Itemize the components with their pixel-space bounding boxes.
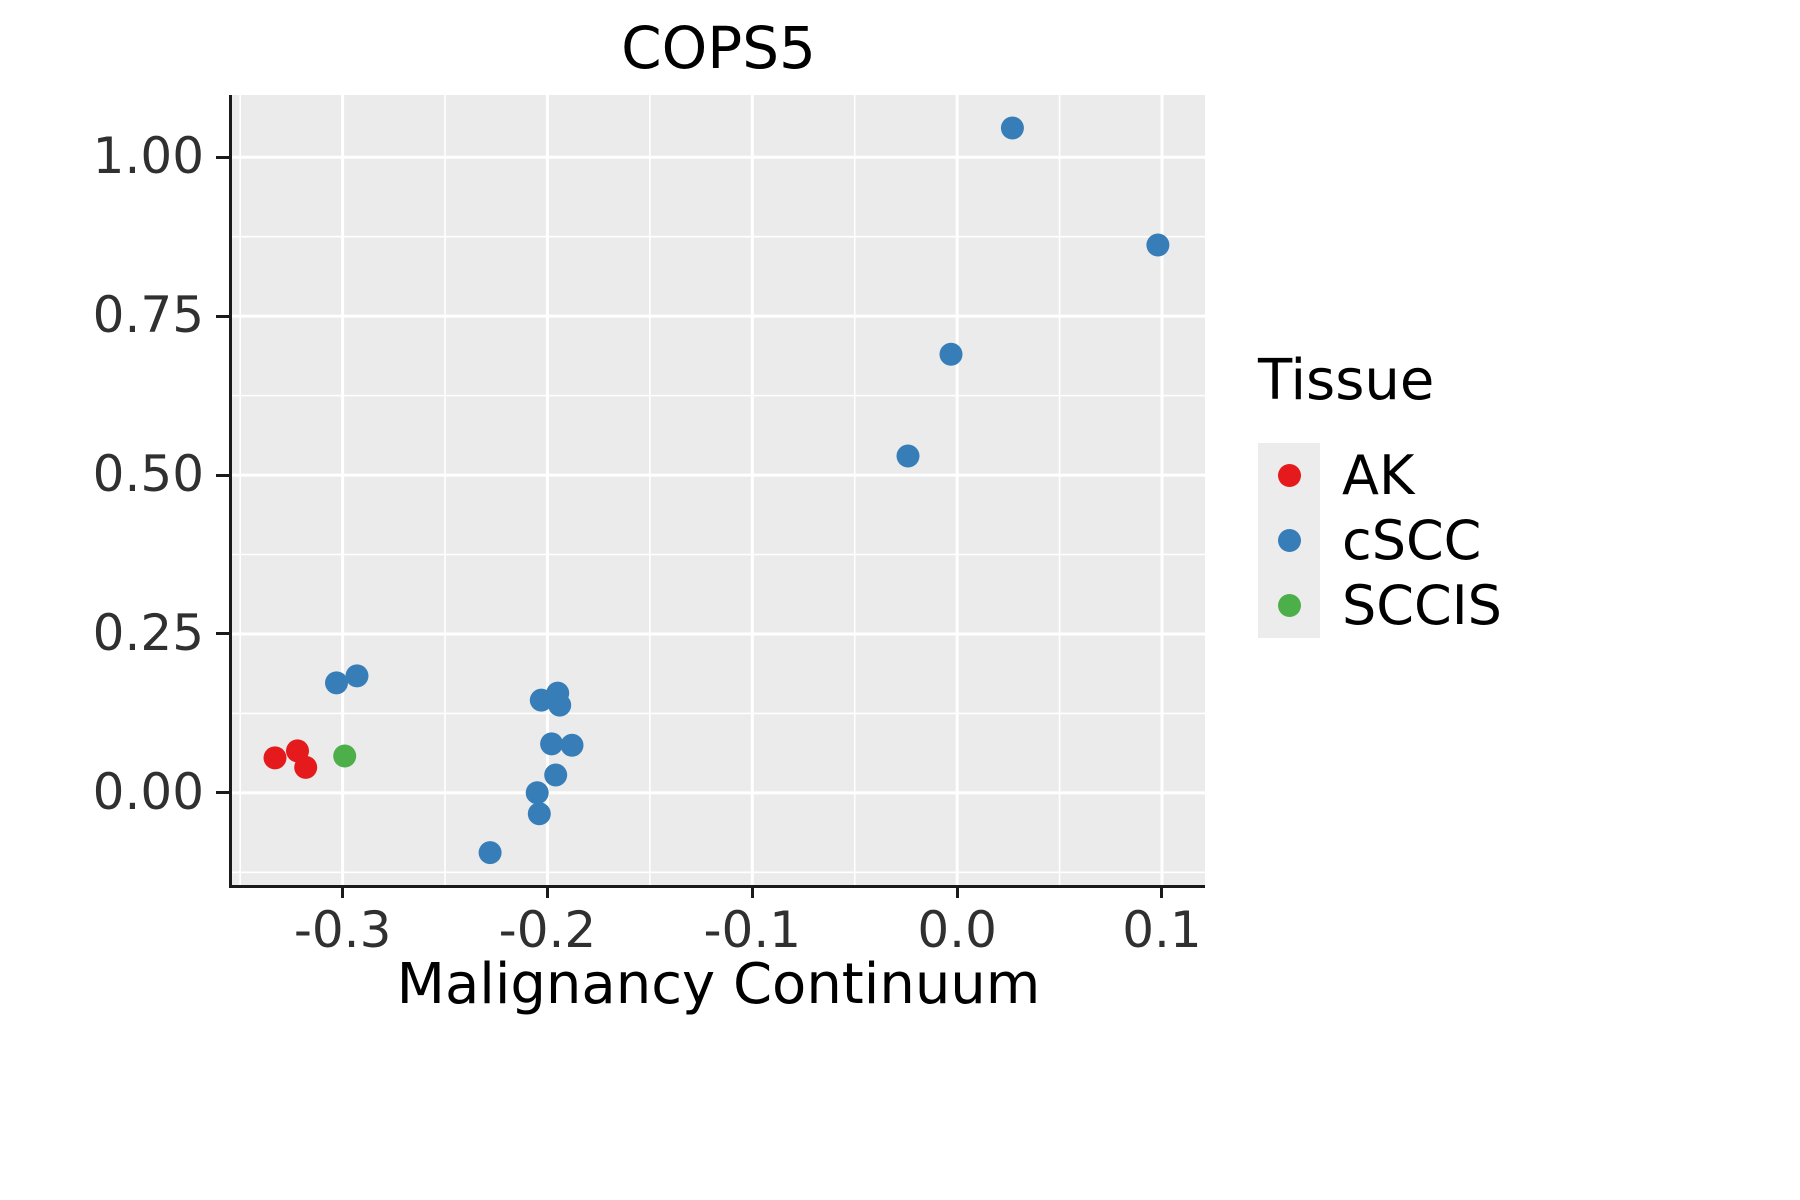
legend-dot-icon (1277, 529, 1301, 552)
data-point-cSCC (325, 671, 348, 695)
y-tick-label: 0.75 (92, 286, 204, 345)
x-tick-label: 0.0 (917, 901, 997, 959)
data-point-AK (294, 755, 318, 779)
data-point-cSCC (1146, 233, 1170, 257)
legend-item-label: cSCC (1342, 509, 1482, 572)
data-point-AK (263, 746, 287, 770)
plot-area (232, 95, 1205, 885)
legend-item-label: AK (1342, 444, 1415, 507)
legend-item-cSCC: cSCC (1258, 508, 1502, 573)
y-tick-label: 0.25 (92, 603, 204, 662)
legend-key (1258, 443, 1320, 508)
y-tick-mark (216, 314, 229, 318)
legend-item-label: SCCIS (1342, 574, 1502, 637)
y-tick-mark (216, 632, 229, 636)
legend-item-AK: AK (1258, 443, 1502, 508)
data-point-cSCC (478, 841, 502, 865)
y-tick-mark (216, 473, 229, 477)
data-point-cSCC (560, 733, 584, 757)
legend-key (1258, 573, 1320, 638)
data-point-SCCIS (333, 744, 357, 768)
x-tick-label: -0.1 (703, 901, 802, 959)
legend-title: Tissue (1258, 348, 1435, 413)
x-tick-mark (955, 885, 959, 898)
y-tick-mark (216, 155, 229, 159)
y-tick-mark (216, 791, 229, 795)
x-tick-mark (545, 885, 549, 898)
legend-key (1258, 508, 1320, 573)
x-tick-label: -0.3 (293, 901, 392, 959)
legend-items: AK cSCC SCCIS (1258, 443, 1502, 638)
data-point-cSCC (896, 444, 920, 468)
data-point-cSCC (548, 693, 572, 717)
plot-panel (229, 95, 1205, 888)
legend-item-SCCIS: SCCIS (1258, 573, 1502, 638)
chart-title: COPS5 (621, 14, 816, 82)
x-tick-label: -0.2 (498, 901, 597, 959)
data-point-cSCC (939, 342, 963, 366)
data-point-cSCC (345, 664, 369, 688)
y-tick-label: 0.00 (92, 762, 204, 821)
x-tick-mark (341, 885, 345, 898)
x-tick-mark (1160, 885, 1164, 898)
legend: Tissue AK cSCC SCCIS (1258, 348, 1502, 638)
y-tick-label: 0.50 (92, 445, 204, 504)
x-tick-label: 0.1 (1122, 901, 1202, 959)
data-point-cSCC (540, 732, 564, 756)
data-point-cSCC (544, 763, 568, 787)
y-tick-label: 1.00 (92, 127, 204, 186)
legend-dot-icon (1277, 464, 1301, 487)
data-point-cSCC (527, 802, 551, 826)
legend-dot-icon (1277, 594, 1301, 617)
x-axis-label: Malignancy Continuum (396, 952, 1041, 1017)
data-point-cSCC (1000, 116, 1024, 140)
x-tick-mark (750, 885, 754, 898)
data-point-cSCC (525, 781, 549, 805)
